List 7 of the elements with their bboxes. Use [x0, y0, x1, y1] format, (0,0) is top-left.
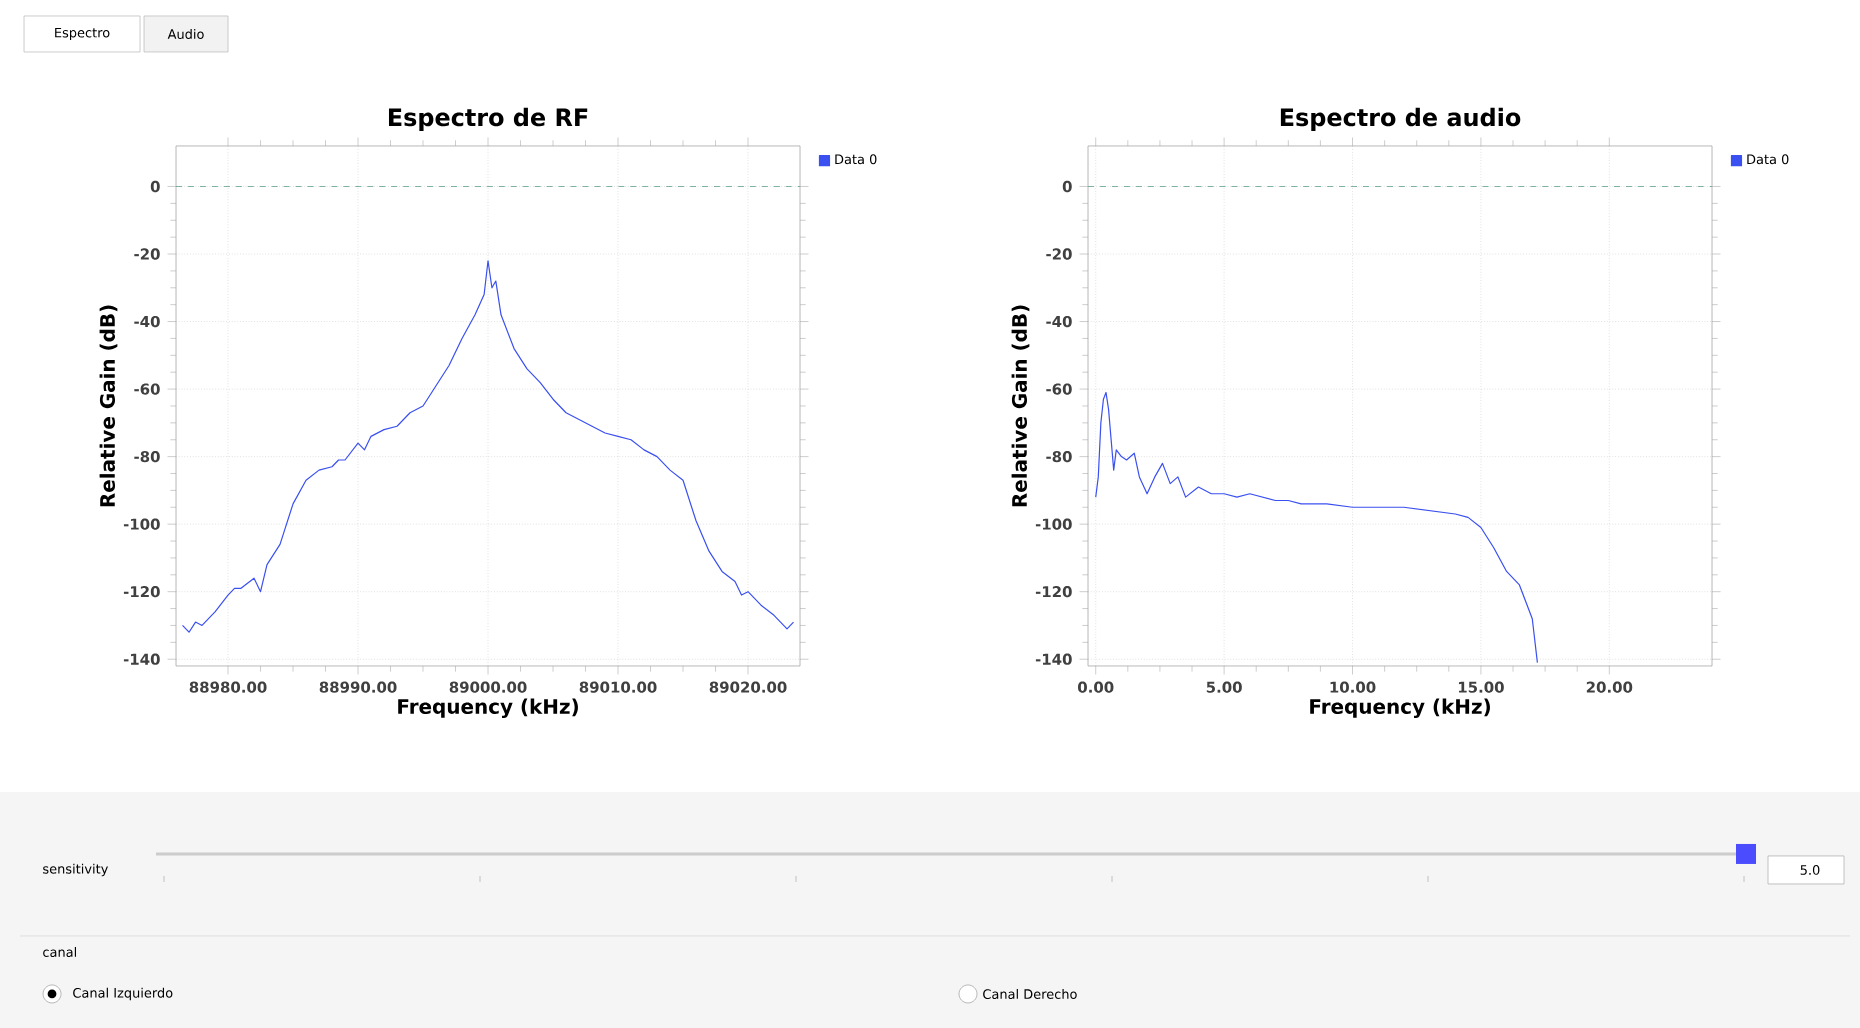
line-series: [181, 260, 795, 633]
x-axis-title: Frequency (kHz): [1310, 698, 1490, 718]
chart-title: Espectro de RF: [388, 107, 588, 131]
chart-title: Espectro de audio: [1280, 107, 1521, 131]
x-axis-title: Frequency (kHz): [398, 698, 578, 718]
y-axis-title: Relative Gain (dB): [99, 305, 118, 507]
y-axis-title: Relative Gain (dB): [1011, 305, 1030, 507]
